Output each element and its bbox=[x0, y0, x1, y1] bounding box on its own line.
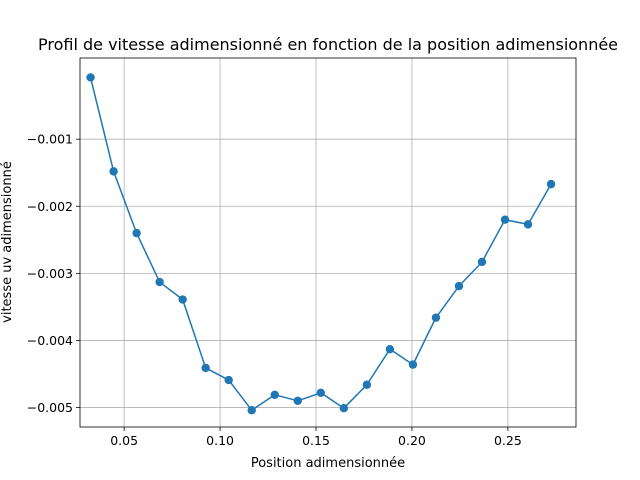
data-point bbox=[385, 344, 395, 354]
data-point bbox=[201, 363, 210, 373]
y-tick-label: −0.001 bbox=[27, 132, 73, 147]
data-point bbox=[178, 295, 187, 304]
y-tick-label: −0.002 bbox=[27, 199, 73, 214]
data-point bbox=[546, 179, 556, 189]
data-point bbox=[477, 257, 487, 267]
data-point bbox=[454, 281, 464, 291]
data-point bbox=[293, 396, 302, 406]
gridlines bbox=[80, 58, 576, 427]
x-tick-label: 0.05 bbox=[110, 433, 138, 448]
y-ticks: −0.001 −0.002 −0.003 −0.004 −0.005 bbox=[27, 132, 80, 415]
x-tick-label: 0.15 bbox=[302, 433, 330, 448]
data-point bbox=[247, 406, 256, 415]
data-point bbox=[316, 388, 326, 397]
x-ticks: 0.05 0.10 0.15 0.20 0.25 bbox=[110, 427, 522, 448]
data-point bbox=[408, 360, 418, 369]
data-point bbox=[86, 73, 95, 82]
x-tick-label: 0.10 bbox=[206, 433, 234, 448]
series-line bbox=[89, 77, 552, 411]
data-point bbox=[224, 375, 233, 385]
y-tick-label: −0.004 bbox=[27, 333, 73, 348]
data-point bbox=[132, 228, 141, 238]
y-tick-label: −0.005 bbox=[27, 400, 73, 415]
data-point bbox=[431, 313, 441, 322]
series bbox=[89, 77, 552, 411]
data-point bbox=[362, 380, 372, 389]
data-point bbox=[270, 390, 279, 399]
chart-title: Profil de vitesse adimensionné en foncti… bbox=[38, 35, 618, 54]
data-points bbox=[86, 73, 556, 415]
x-tick-label: 0.20 bbox=[398, 433, 426, 448]
x-axis-label: Position adimensionnée bbox=[251, 456, 405, 471]
data-point bbox=[339, 404, 349, 413]
data-point bbox=[155, 277, 164, 287]
data-point bbox=[109, 167, 118, 176]
x-tick-label: 0.25 bbox=[494, 433, 522, 448]
data-point bbox=[500, 215, 510, 224]
y-tick-label: −0.003 bbox=[27, 266, 73, 281]
plot-frame bbox=[79, 57, 577, 428]
y-axis-label: vitesse uv adimensionné bbox=[0, 161, 15, 323]
data-point bbox=[523, 220, 533, 229]
